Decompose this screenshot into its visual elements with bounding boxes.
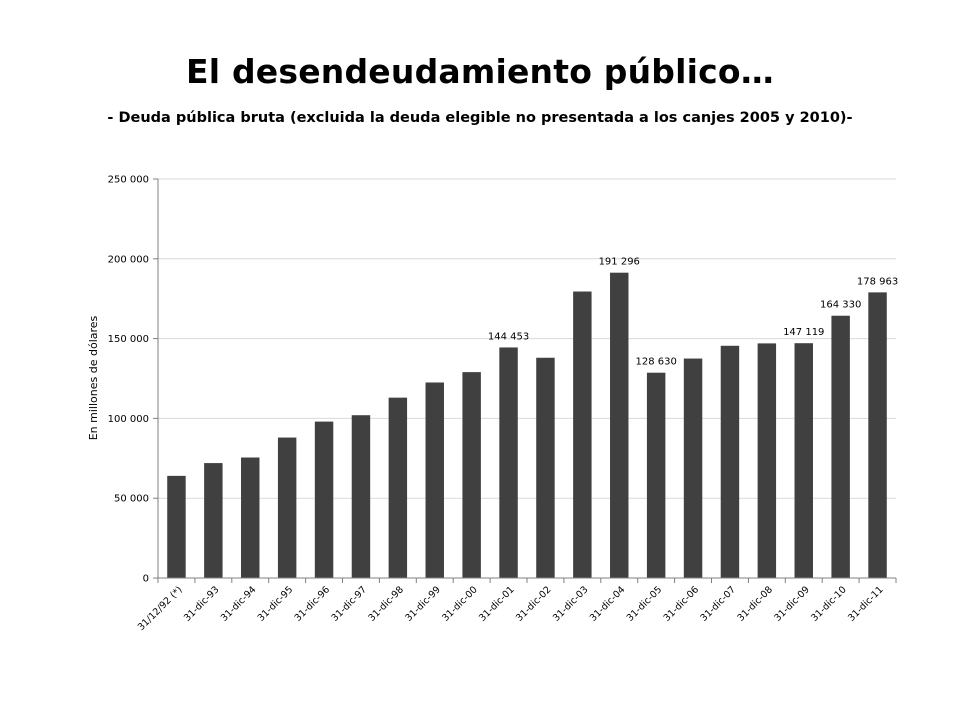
bar: [757, 343, 777, 578]
bar: [720, 345, 740, 578]
bar: [241, 457, 260, 578]
bar: [499, 347, 518, 578]
x-tick-label: 31-dic-10: [809, 584, 849, 624]
bar: [388, 397, 408, 578]
x-tick-label: 31-dic-96: [293, 584, 333, 624]
y-tick-labels: 0 50 000 100 000 150 000 200 000 250 000: [108, 175, 149, 585]
x-tick-label: 31-dic-09: [772, 584, 812, 624]
x-tick-label: 31-dic-04: [588, 584, 628, 624]
data-label: 147 119: [783, 327, 824, 338]
y-tick-label: 100 000: [108, 414, 149, 425]
x-tick-label: 31-dic-94: [219, 584, 259, 624]
bar: [573, 291, 592, 578]
bar: [683, 358, 703, 578]
y-tick-label: 50 000: [114, 494, 149, 505]
x-tick-label: 31-dic-02: [514, 584, 554, 624]
y-tick-label: 150 000: [108, 334, 149, 345]
x-tick-label: 31/12/92 (*): [136, 584, 185, 633]
bar: [204, 463, 223, 578]
x-tick-label: 31-dic-06: [662, 584, 702, 624]
x-tick-label: 31-dic-11: [846, 584, 886, 624]
y-axis-label: En millones de dólares: [87, 315, 100, 440]
y-tick-label: 250 000: [108, 175, 149, 186]
x-tick-label: 31-dic-00: [440, 584, 480, 624]
bar: [314, 421, 334, 578]
x-tick-label: 31-dic-95: [256, 584, 296, 624]
y-tick-label: 200 000: [108, 254, 149, 265]
bar: [868, 292, 887, 578]
slide-subtitle: - Deuda pública bruta (excluida la deuda…: [107, 110, 853, 126]
bar: [794, 343, 813, 578]
axes: [153, 178, 897, 583]
bar: [351, 415, 371, 578]
slide-title: El desendeudamiento público…: [186, 52, 774, 91]
bar: [167, 475, 186, 578]
bar: [610, 272, 629, 578]
data-label: 178 963: [857, 276, 898, 287]
bar: [462, 372, 481, 578]
data-labels: 144 453 191 296 128 630 147 119 164 330 178 9…: [488, 257, 898, 368]
x-tick-label: 31-dic-03: [551, 584, 591, 624]
data-label: 164 330: [820, 300, 861, 311]
x-tick-label: 31-dic-07: [699, 584, 739, 624]
x-tick-label: 31-dic-93: [182, 584, 222, 624]
data-label: 128 630: [635, 357, 676, 368]
x-tick-label: 31-dic-01: [477, 584, 517, 624]
bar: [277, 437, 297, 578]
bars: [167, 272, 887, 578]
y-tick-label: 0: [143, 574, 149, 585]
data-label: 191 296: [599, 257, 640, 268]
x-tick-label: 31-dic-97: [330, 584, 370, 624]
bar: [425, 382, 444, 578]
x-tick-label: 31-dic-05: [625, 584, 665, 624]
x-tick-label: 31-dic-99: [403, 584, 443, 624]
bar: [831, 315, 850, 578]
bar: [646, 372, 666, 578]
data-label: 144 453: [488, 331, 529, 342]
x-tick-label: 31-dic-98: [366, 584, 406, 624]
x-tick-label: 31-dic-08: [735, 584, 775, 624]
bar: [536, 357, 555, 578]
x-tick-labels: 31/12/92 (*)31-dic-9331-dic-9431-dic-953…: [136, 584, 886, 633]
